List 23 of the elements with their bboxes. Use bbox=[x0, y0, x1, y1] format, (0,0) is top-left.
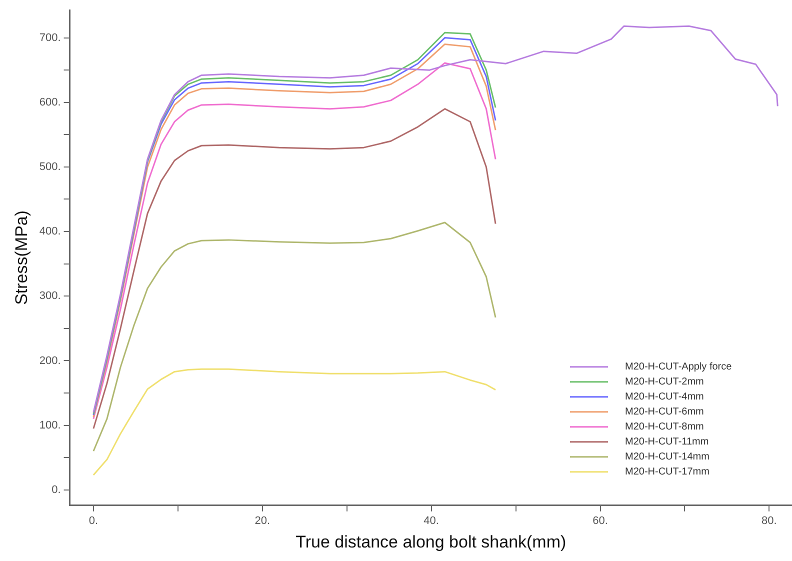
x-axis-title: True distance along bolt shank(mm) bbox=[296, 532, 566, 552]
legend-label: M20-H-CUT-Apply force bbox=[625, 362, 732, 373]
x-tick-label: 60. bbox=[592, 515, 608, 528]
y-tick-label: 300. bbox=[39, 290, 61, 302]
y-tick-label: 100. bbox=[39, 419, 61, 432]
y-axis-title: Stress(MPa) bbox=[12, 210, 31, 305]
x-tick-label: 80. bbox=[762, 515, 777, 528]
y-tick-label: 700. bbox=[39, 32, 61, 44]
y-tick-label: 200. bbox=[39, 354, 61, 367]
x-tick-label: 40. bbox=[424, 515, 439, 528]
legend-label: M20-H-CUT-4mm bbox=[625, 392, 704, 403]
legend-label: M20-H-CUT-17mm bbox=[625, 466, 710, 478]
x-tick-label: 0. bbox=[88, 515, 98, 528]
legend-label: M20-H-CUT-11mm bbox=[625, 436, 709, 448]
y-tick-label: 400. bbox=[39, 226, 61, 238]
y-tick-label: 0. bbox=[52, 484, 61, 496]
legend-label: M20-H-CUT-2mm bbox=[625, 376, 704, 388]
legend-label: M20-H-CUT-14mm bbox=[625, 452, 710, 463]
y-tick-label: 600. bbox=[39, 96, 61, 108]
legend-label: M20-H-CUT-8mm bbox=[625, 422, 704, 433]
legend-label: M20-H-CUT-6mm bbox=[625, 406, 704, 418]
y-tick-label: 500. bbox=[39, 160, 61, 173]
x-tick-label: 20. bbox=[254, 515, 270, 528]
